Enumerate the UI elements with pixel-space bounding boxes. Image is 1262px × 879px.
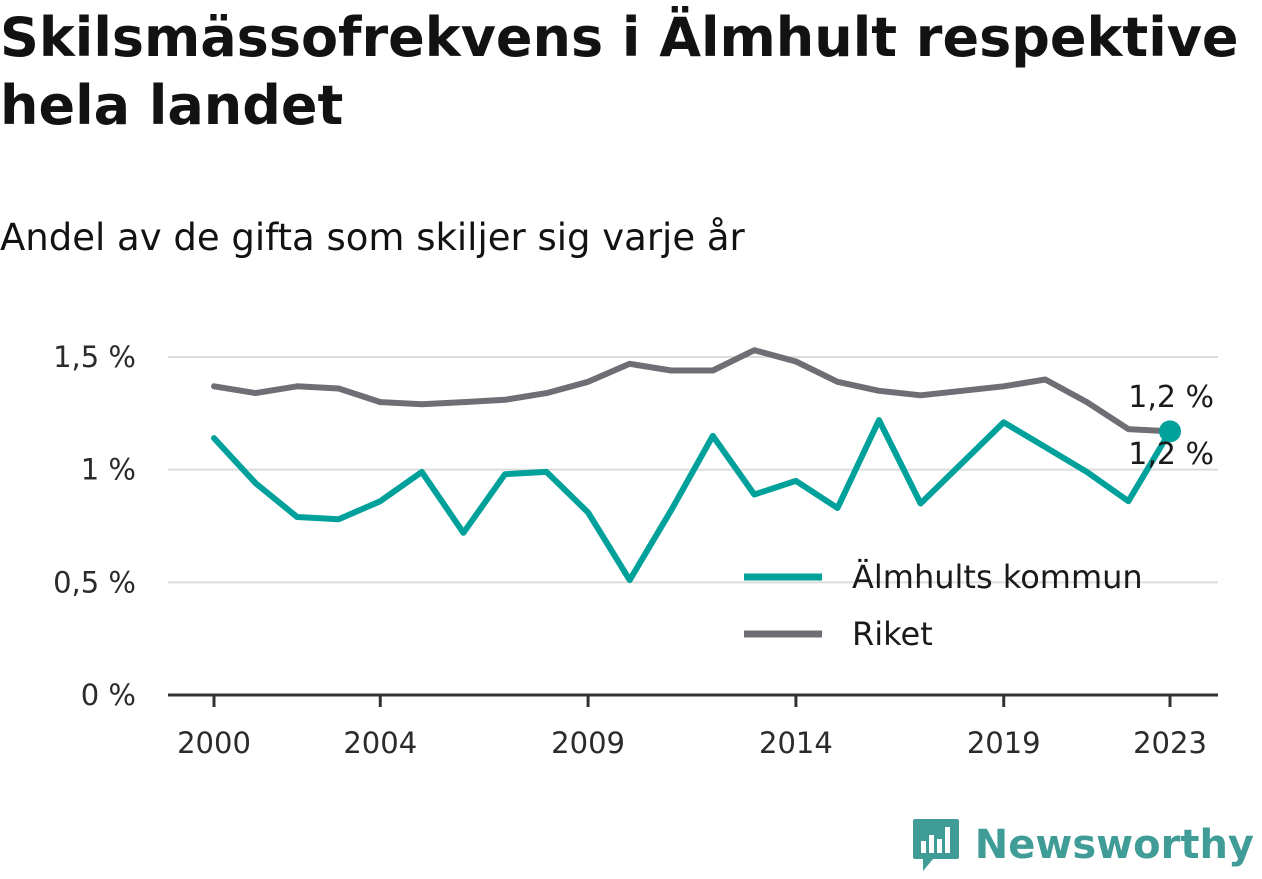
x-tick-label: 2000 — [177, 726, 251, 760]
legend: Älmhults kommun Riket — [744, 558, 1143, 653]
chart-subtitle: Andel av de gifta som skiljer sig varje … — [0, 216, 745, 259]
end-value-label: 1,2 % — [1128, 380, 1214, 415]
brand-name: Newsworthy — [974, 822, 1254, 868]
x-tick-label: 2009 — [551, 726, 625, 760]
x-tick-label: 2019 — [967, 726, 1041, 760]
y-tick-label: 0,5 % — [53, 565, 136, 599]
chart-title: Skilsmässofrekvens i Älmhult respektive … — [0, 6, 1239, 137]
series-line — [211, 347, 1173, 435]
y-tick-label: 1,5 % — [53, 340, 136, 374]
x-tick-label: 2014 — [759, 726, 833, 760]
end-value-label: 1,2 % — [1128, 437, 1214, 472]
legend-label: Riket — [852, 615, 933, 653]
newsworthy-brand: Newsworthy — [911, 817, 1254, 873]
end-point-marker — [1159, 420, 1181, 443]
y-axis-tick-labels: 0 % 0,5 % 1 % 1,5 % — [53, 340, 136, 712]
x-axis-tick-labels: 2000 2004 2009 2014 2019 2023 — [177, 695, 1207, 760]
y-tick-label: 0 % — [81, 678, 136, 712]
legend-label: Älmhults kommun — [852, 558, 1143, 596]
newsworthy-logo-icon — [912, 819, 959, 871]
x-tick-label: 2004 — [343, 726, 417, 760]
x-tick-label: 2023 — [1133, 726, 1207, 760]
end-labels: 1,2 % 1,2 % — [1128, 380, 1214, 472]
y-tick-label: 1 % — [81, 453, 136, 487]
series-line — [211, 417, 1173, 584]
series-lines — [211, 347, 1173, 584]
